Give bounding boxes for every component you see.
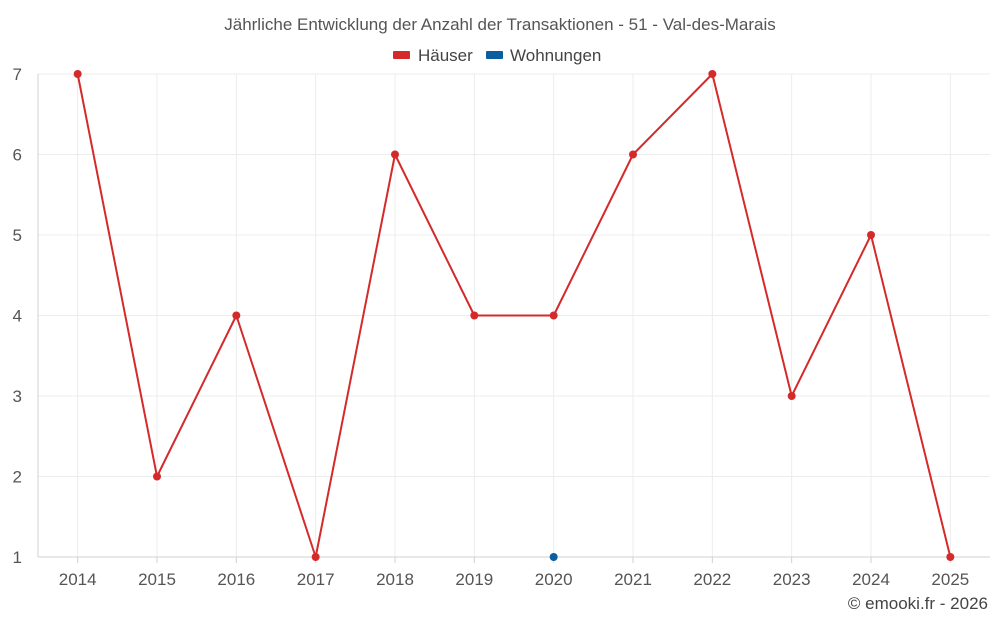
legend-item-wohnungen[interactable]: Wohnungen bbox=[486, 46, 601, 65]
legend-item-haeuser[interactable]: Häuser bbox=[393, 46, 473, 65]
data-point[interactable] bbox=[550, 553, 558, 561]
data-point[interactable] bbox=[312, 553, 320, 561]
x-tick-label: 2016 bbox=[217, 570, 255, 589]
y-tick-label: 7 bbox=[13, 65, 22, 84]
chart-title: Jährliche Entwicklung der Anzahl der Tra… bbox=[224, 15, 776, 34]
y-tick-label: 2 bbox=[13, 468, 22, 487]
data-point[interactable] bbox=[788, 392, 796, 400]
data-point[interactable] bbox=[74, 70, 82, 78]
legend-swatch-haeuser bbox=[393, 51, 410, 59]
legend-label-wohnungen: Wohnungen bbox=[510, 46, 601, 65]
x-tick-label: 2023 bbox=[773, 570, 811, 589]
data-point[interactable] bbox=[550, 312, 558, 320]
data-point[interactable] bbox=[946, 553, 954, 561]
x-tick-label: 2024 bbox=[852, 570, 890, 589]
x-tick-label: 2014 bbox=[59, 570, 97, 589]
data-point[interactable] bbox=[708, 70, 716, 78]
data-point[interactable] bbox=[629, 151, 637, 159]
data-point[interactable] bbox=[391, 151, 399, 159]
x-tick-label: 2019 bbox=[455, 570, 493, 589]
x-tick-label: 2018 bbox=[376, 570, 414, 589]
x-tick-label: 2020 bbox=[535, 570, 573, 589]
legend: Häuser Wohnungen bbox=[393, 46, 601, 65]
y-tick-label: 5 bbox=[13, 226, 22, 245]
y-tick-label: 4 bbox=[13, 307, 22, 326]
credit-text: © emooki.fr - 2026 bbox=[848, 594, 988, 613]
y-tick-label: 6 bbox=[13, 146, 22, 165]
legend-label-haeuser: Häuser bbox=[418, 46, 473, 65]
y-tick-label: 3 bbox=[13, 387, 22, 406]
x-tick-label: 2022 bbox=[693, 570, 731, 589]
x-tick-label: 2017 bbox=[297, 570, 335, 589]
y-tick-label: 1 bbox=[13, 548, 22, 567]
x-axis: 2014 2015 2016 2017 2018 2019 2020 2021 2022 2023… bbox=[38, 557, 990, 589]
x-tick-label: 2015 bbox=[138, 570, 176, 589]
y-axis: 1 2 3 4 5 6 7 bbox=[13, 65, 38, 567]
series-1 bbox=[550, 553, 558, 561]
legend-swatch-wohnungen bbox=[486, 51, 503, 59]
x-tick-label: 2025 bbox=[931, 570, 969, 589]
data-point[interactable] bbox=[153, 473, 161, 481]
x-tick-label: 2021 bbox=[614, 570, 652, 589]
data-point[interactable] bbox=[470, 312, 478, 320]
data-point[interactable] bbox=[232, 312, 240, 320]
data-point[interactable] bbox=[867, 231, 875, 239]
